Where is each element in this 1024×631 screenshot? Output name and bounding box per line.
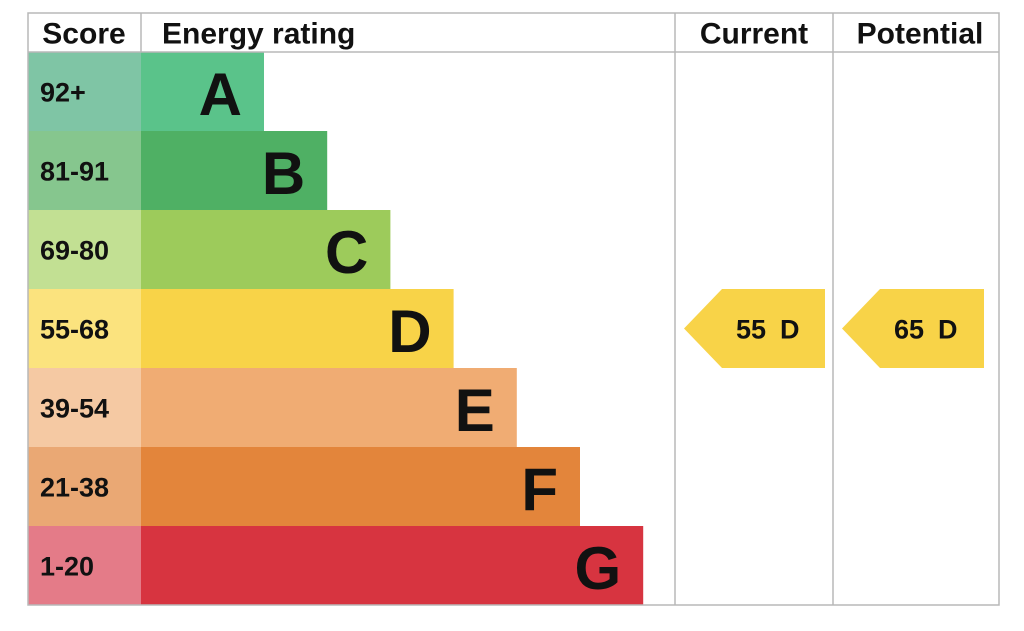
score-label: 69-80 bbox=[40, 236, 109, 266]
rating-bar bbox=[141, 447, 580, 526]
rating-letter: D bbox=[388, 298, 431, 365]
header-current: Current bbox=[700, 18, 808, 51]
rating-letter: B bbox=[262, 140, 305, 207]
rating-letter: E bbox=[455, 377, 495, 444]
rating-letter: A bbox=[199, 61, 242, 128]
rating-bar bbox=[141, 52, 264, 131]
arrow-score: 65 bbox=[894, 315, 924, 345]
arrow-score: 55 bbox=[736, 315, 766, 345]
score-label: 21-38 bbox=[40, 473, 109, 503]
rating-arrow bbox=[842, 289, 984, 368]
arrow-rating: D bbox=[780, 315, 800, 345]
score-cell bbox=[28, 526, 141, 605]
rating-letter: F bbox=[521, 456, 558, 523]
score-label: 81-91 bbox=[40, 157, 109, 187]
rating-arrow bbox=[684, 289, 825, 368]
score-cell bbox=[28, 447, 141, 526]
score-cell bbox=[28, 289, 141, 368]
score-label: 1-20 bbox=[40, 552, 94, 582]
score-label: 92+ bbox=[40, 78, 86, 108]
score-label: 55-68 bbox=[40, 315, 109, 345]
rating-bar bbox=[141, 131, 328, 210]
score-cell bbox=[28, 210, 141, 289]
score-cell bbox=[28, 368, 141, 447]
rating-bar bbox=[141, 368, 517, 447]
table-border bbox=[27, 12, 1000, 606]
rating-bar bbox=[141, 289, 454, 368]
rating-letter: G bbox=[575, 535, 622, 602]
header-potential: Potential bbox=[857, 18, 984, 51]
rating-letter: C bbox=[325, 219, 368, 286]
rating-bar bbox=[141, 210, 391, 289]
score-label: 39-54 bbox=[40, 394, 109, 424]
arrow-rating: D bbox=[938, 315, 958, 345]
header-energy-rating: Energy rating bbox=[162, 18, 355, 51]
header-score: Score bbox=[42, 18, 125, 51]
rating-bar bbox=[141, 526, 644, 605]
score-cell bbox=[28, 52, 141, 131]
score-cell bbox=[28, 131, 141, 210]
